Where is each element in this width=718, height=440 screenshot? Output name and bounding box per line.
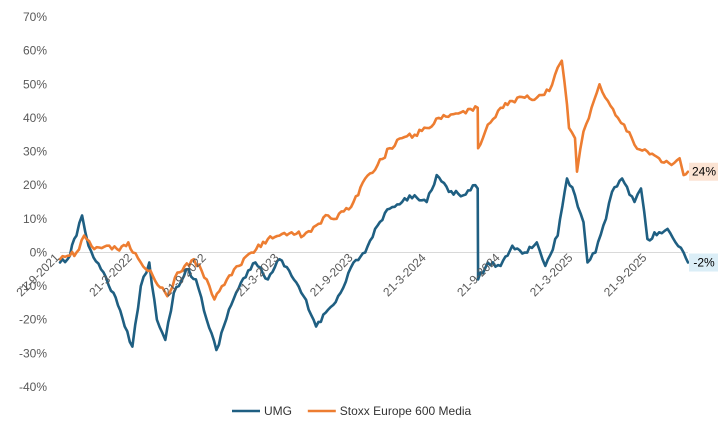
y-tick-label: -30% [19,346,47,360]
x-tick-label: 21-3-2024 [380,250,429,299]
x-tick-label: 21-3-2023 [233,250,282,299]
end-label: 24% [692,165,716,179]
y-tick-label: 10% [23,212,47,226]
series-layer [58,59,690,352]
series-line [58,59,690,301]
y-axis-ticks: -40% -30% -20% -10% 0% 10% 20% 30% 40% 50% 60% 70% [19,10,47,394]
y-tick-label: 60% [23,44,47,58]
series-line [58,173,690,352]
y-tick-label: -40% [19,380,47,394]
end-label-box [689,253,718,272]
end-label-box [689,162,718,181]
end-label: -2% [693,256,715,270]
legend-label: Stoxx Europe 600 Media [340,404,472,418]
y-tick-label: -20% [19,313,47,327]
legend: UMG Stoxx Europe 600 Media [232,404,472,418]
end-labels: -2% 24% [689,162,718,272]
y-tick-label: 40% [23,111,47,125]
x-tick-label: 21-9-2022 [160,250,209,299]
y-tick-label: -10% [19,279,47,293]
legend-label: UMG [264,404,292,418]
y-tick-label: 50% [23,77,47,91]
y-tick-label: 0% [30,245,48,259]
y-tick-label: 70% [23,10,47,24]
x-tick-label: 21-3-2025 [527,250,576,299]
y-tick-label: 30% [23,145,47,159]
y-tick-label: 20% [23,178,47,192]
x-tick-label: 21-9-2025 [601,250,650,299]
x-axis-ticks: 21-9-2021 21-3-2022 21-9-2022 21-3-2023 21-9… [14,250,650,299]
